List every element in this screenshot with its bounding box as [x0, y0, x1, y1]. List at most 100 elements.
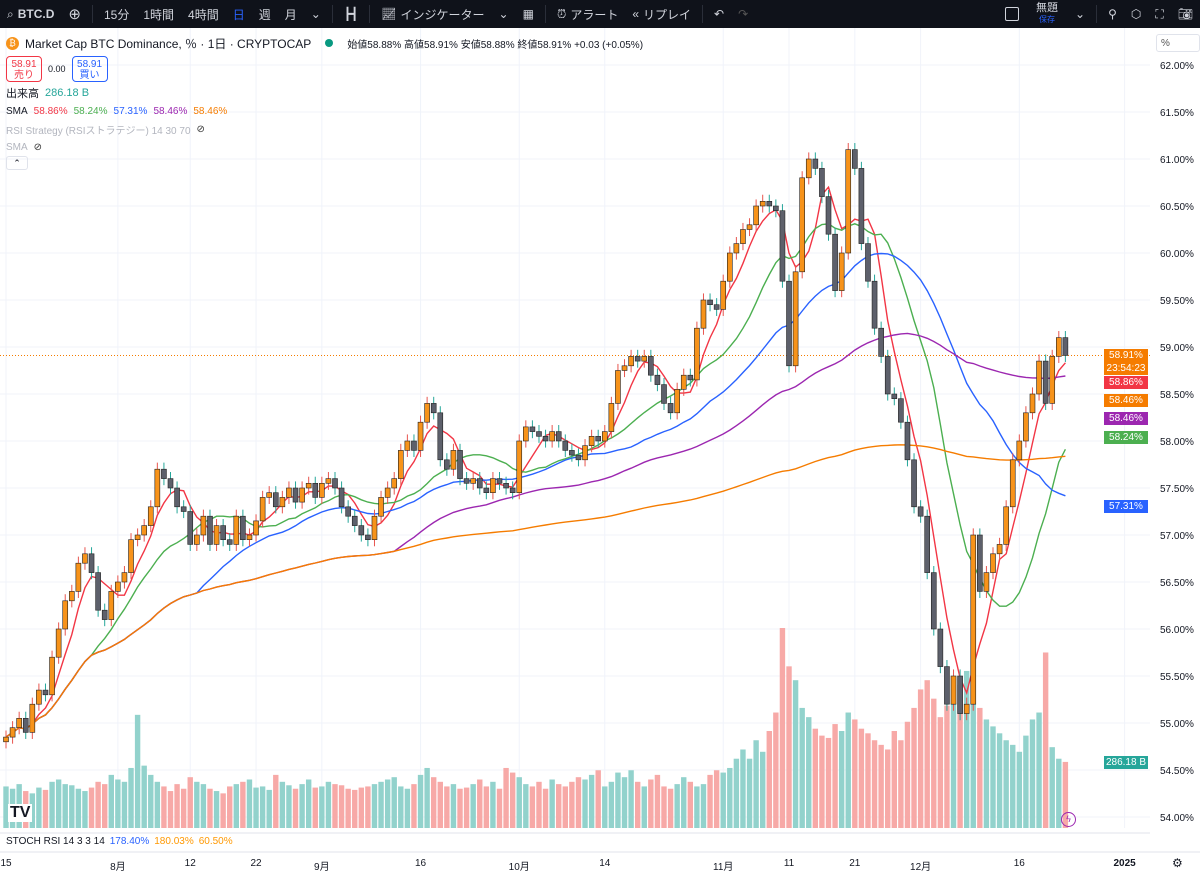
interval-1d[interactable]: 日 [232, 7, 245, 22]
volume-bar [615, 772, 621, 828]
redo-icon: ↷ [738, 7, 749, 21]
indicators-button[interactable]: 📈︎ インジケーター ⌄ [381, 7, 509, 22]
add-symbol-button[interactable]: ⊕ [61, 5, 88, 23]
chart-type-button[interactable]: ┣┫ [337, 7, 365, 21]
candle-body [128, 539, 134, 573]
volume-bar [200, 784, 207, 828]
sma-label: SMA [6, 105, 28, 117]
volume-value: 286.18 B [45, 87, 90, 99]
camera-icon: 📷︎ [1177, 7, 1193, 21]
candle-body [365, 534, 371, 540]
volume-bar [602, 786, 608, 828]
volume-bar [457, 788, 463, 828]
snapshot-button[interactable]: 📷︎ [1171, 7, 1200, 21]
candle-body [595, 435, 602, 442]
templates-button[interactable]: ▦ [516, 7, 541, 21]
volume-bar [1016, 751, 1023, 828]
volume-bar [608, 781, 615, 828]
volume-bar [424, 767, 430, 828]
candle-body [9, 727, 16, 738]
collapse-legend-button[interactable]: ⌃ [6, 156, 28, 170]
search-icon: ⌕ [7, 6, 14, 21]
grid-icon: ▦ [522, 7, 534, 21]
volume-bar [911, 707, 917, 828]
fullscreen-icon: ⛶ [1155, 6, 1164, 21]
volume-bar [779, 628, 786, 828]
rsi-strategy-label[interactable]: RSI Strategy (RSIストラテジー) 14 30 70 [6, 125, 191, 137]
alert-button[interactable]: ⏰︎ アラート [556, 6, 619, 22]
tradingview-logo[interactable]: TV [8, 804, 33, 822]
candle-body [529, 426, 536, 432]
quick-search-button[interactable]: ⚲ [1101, 7, 1124, 21]
volume-bar [792, 680, 799, 828]
candle-body [865, 243, 871, 282]
volume-bar [69, 785, 75, 828]
buy-button[interactable]: 58.91 買い [71, 56, 108, 82]
candle-body [384, 487, 391, 498]
candle-body [1009, 459, 1016, 508]
volume-bar [786, 666, 792, 828]
sma-hidden-label[interactable]: SMA [6, 141, 28, 153]
time-axis-settings-icon[interactable]: ⚙ [1172, 856, 1183, 870]
volume-bar [667, 788, 674, 828]
candle-body [194, 534, 200, 545]
volume-bar [404, 788, 411, 828]
volume-bar [292, 788, 299, 828]
price-unit-selector[interactable]: % [1156, 34, 1200, 52]
candle-body [332, 478, 338, 489]
volume-bar [516, 777, 522, 828]
candle-body [286, 487, 292, 498]
settings-button[interactable]: ⬡ [1124, 7, 1148, 21]
volume-bar [760, 751, 766, 828]
candle-body [726, 252, 733, 282]
layout-dropdown[interactable]: ⌄ [1068, 7, 1092, 21]
eye-off-icon[interactable]: ⊘ [196, 123, 205, 135]
ohlc-values: 始値58.88% 高値58.91% 安値58.88% 終値58.91% +0.0… [347, 39, 644, 51]
candle-body [832, 233, 838, 291]
interval-1m[interactable]: 月 [284, 7, 297, 22]
candle-body [523, 426, 529, 442]
volume-bar [575, 777, 582, 828]
volume-bar [246, 779, 253, 828]
volume-bar [529, 786, 536, 828]
interval-1h[interactable]: 1時間 [143, 7, 175, 22]
volume-bar [825, 737, 832, 828]
candle-body [746, 224, 753, 230]
interval-4h[interactable]: 4時間 [188, 7, 219, 22]
volume-bar [503, 767, 509, 828]
chevron-down-icon: ⌄ [498, 7, 509, 21]
candle-body [536, 431, 542, 437]
candle-body [42, 689, 49, 696]
candle-body [733, 243, 740, 254]
layout-square-button[interactable] [998, 7, 1026, 21]
interval-1w[interactable]: 週 [258, 7, 271, 22]
volume-bar [733, 758, 740, 828]
symbol-title[interactable]: Market Cap BTC Dominance, ％ · 1日 · CRYPT… [25, 36, 312, 51]
candle-body [95, 572, 101, 611]
volume-bar [444, 786, 450, 828]
volume-bar [378, 781, 384, 828]
volume-bar [621, 777, 628, 828]
volume-bar [773, 712, 779, 828]
sell-button[interactable]: 58.91 売り [6, 56, 42, 82]
volume-bar [509, 772, 516, 828]
candle-body [1023, 412, 1029, 442]
candle-body [180, 506, 187, 512]
undo-button[interactable]: ↶ [707, 7, 731, 21]
interval-dropdown[interactable]: ⌄ [304, 7, 328, 21]
eye-off-icon[interactable]: ⊘ [33, 141, 43, 153]
interval-15m[interactable]: 15分 [103, 7, 130, 22]
redo-button[interactable]: ↷ [731, 7, 755, 21]
replay-button[interactable]: «リプレイ [632, 7, 692, 22]
volume-bar [365, 786, 371, 828]
symbol-search[interactable]: ⌕ BTC.D [7, 6, 55, 22]
lightning-icon[interactable]: ϟ [1061, 812, 1076, 827]
candle-body [463, 478, 470, 484]
fullscreen-button[interactable]: ⛶ [1148, 7, 1170, 22]
layout-title[interactable]: 無題 保存 [1036, 2, 1059, 25]
candle-body [378, 497, 384, 517]
volume-bar [450, 784, 457, 828]
volume-bar [852, 719, 858, 828]
chevron-down-icon: ⌄ [310, 7, 321, 21]
candle-body [884, 356, 891, 395]
